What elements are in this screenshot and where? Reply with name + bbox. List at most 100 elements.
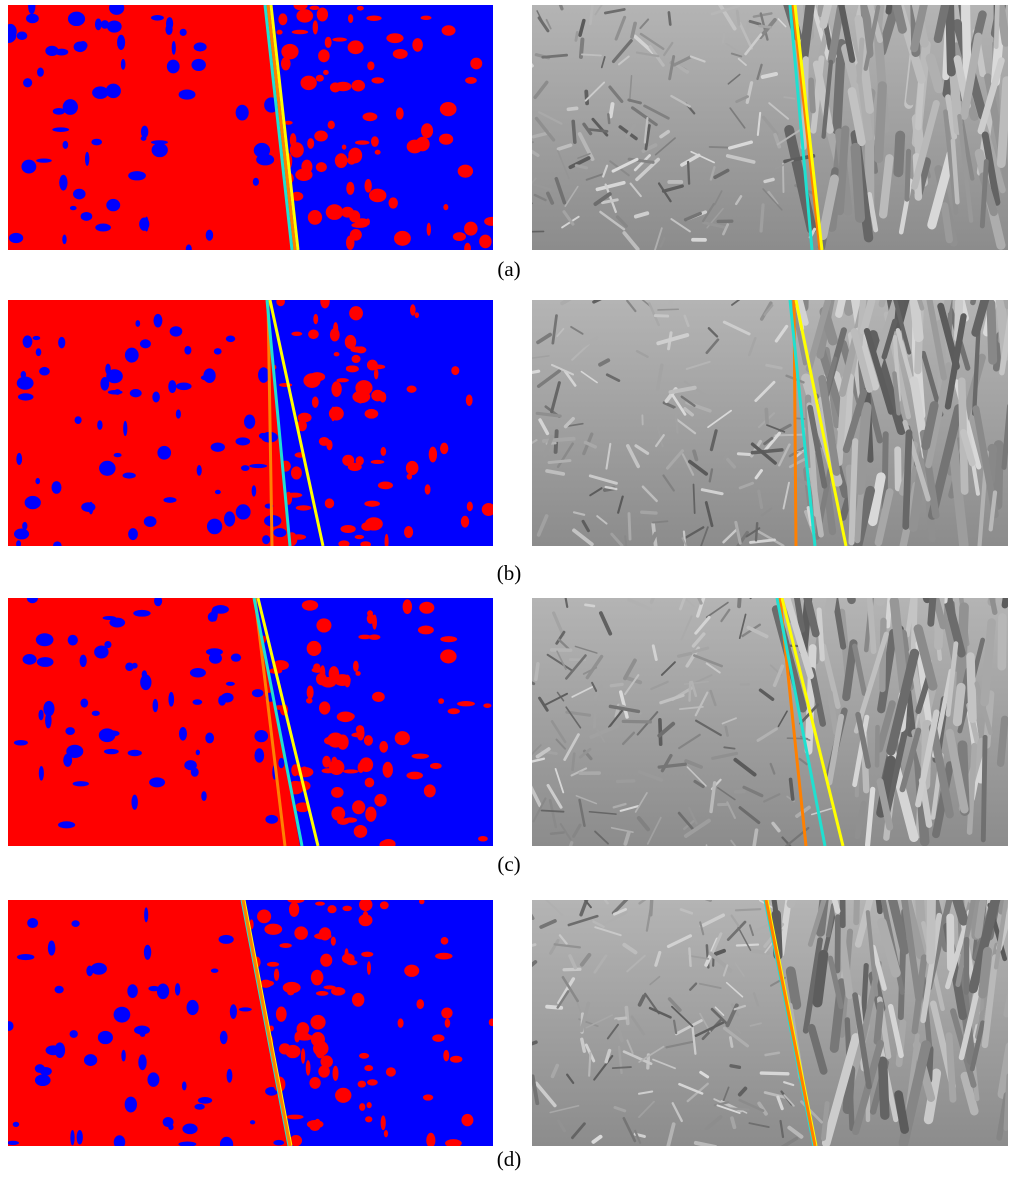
blade xyxy=(582,54,601,55)
blob xyxy=(147,1072,159,1086)
blob xyxy=(359,898,372,911)
blade xyxy=(589,1053,590,1076)
blob xyxy=(209,653,222,664)
blob xyxy=(152,392,160,403)
blade xyxy=(791,971,797,1004)
blob xyxy=(241,465,250,471)
blob xyxy=(330,82,341,92)
blob xyxy=(356,456,364,465)
blob xyxy=(484,217,499,226)
blob xyxy=(415,312,419,318)
blob xyxy=(190,668,206,678)
blob xyxy=(168,692,174,707)
blob xyxy=(314,1119,320,1129)
blob xyxy=(371,77,384,83)
blob xyxy=(165,24,172,35)
blob xyxy=(144,945,151,960)
blob xyxy=(443,204,448,210)
blob xyxy=(85,152,89,166)
blob xyxy=(314,933,332,940)
blob xyxy=(336,378,348,382)
blob xyxy=(283,982,301,993)
blob xyxy=(62,235,66,245)
blade xyxy=(1001,719,1005,763)
blob xyxy=(226,682,235,686)
blob xyxy=(70,1130,74,1145)
blob xyxy=(262,535,270,544)
blob xyxy=(157,446,171,460)
blob xyxy=(364,735,373,746)
blob xyxy=(416,999,424,1009)
blob xyxy=(361,522,373,531)
blob xyxy=(324,737,336,745)
blob xyxy=(258,367,269,383)
blob xyxy=(117,35,125,50)
blob xyxy=(331,937,336,946)
blob xyxy=(331,757,337,767)
blob xyxy=(308,329,319,339)
blob xyxy=(300,76,316,90)
blob xyxy=(23,654,37,665)
blob xyxy=(33,336,41,340)
blade xyxy=(736,909,760,910)
blob xyxy=(489,1019,495,1027)
blob xyxy=(386,33,403,43)
blade xyxy=(842,863,843,925)
blob xyxy=(14,740,28,746)
blob xyxy=(450,1056,462,1063)
blob xyxy=(259,433,267,439)
blob xyxy=(231,654,241,662)
blade xyxy=(536,664,538,680)
blob xyxy=(380,901,389,909)
blob xyxy=(215,490,221,494)
blob xyxy=(307,138,314,149)
blade xyxy=(551,833,563,834)
blob xyxy=(53,108,65,115)
blade xyxy=(804,249,805,307)
blob xyxy=(316,75,324,82)
blade xyxy=(514,142,533,143)
blade xyxy=(983,951,988,994)
blob xyxy=(301,1048,305,1064)
blade xyxy=(527,371,539,373)
blob xyxy=(37,657,54,667)
blob xyxy=(312,396,319,407)
blob xyxy=(388,197,397,208)
blob xyxy=(430,763,442,769)
blob xyxy=(315,902,325,906)
blob xyxy=(239,1007,252,1011)
blob xyxy=(440,102,457,116)
blob xyxy=(293,0,307,10)
grass-photo xyxy=(510,500,1010,873)
blob xyxy=(419,602,434,614)
blob xyxy=(425,484,431,494)
blob xyxy=(58,821,75,828)
blob xyxy=(39,367,50,376)
blob xyxy=(80,699,88,708)
blob xyxy=(348,14,353,23)
blob xyxy=(267,962,279,967)
blob xyxy=(81,502,95,512)
blob xyxy=(18,393,34,400)
blob xyxy=(424,784,436,797)
blob xyxy=(45,713,52,729)
blob xyxy=(378,481,393,489)
blade xyxy=(918,78,921,127)
blob xyxy=(372,692,385,702)
blade xyxy=(613,1067,631,1068)
blade xyxy=(694,485,695,514)
blob xyxy=(366,15,381,20)
blob xyxy=(1,29,17,43)
blob xyxy=(244,415,255,429)
blob xyxy=(286,1115,303,1120)
blob xyxy=(128,171,146,180)
blob xyxy=(291,332,302,336)
blob xyxy=(291,466,302,479)
blob xyxy=(68,635,78,646)
blob xyxy=(338,540,349,547)
blob xyxy=(179,89,196,99)
blob xyxy=(121,59,126,70)
blob xyxy=(308,210,322,225)
blob xyxy=(331,807,345,821)
blob xyxy=(125,1097,137,1113)
